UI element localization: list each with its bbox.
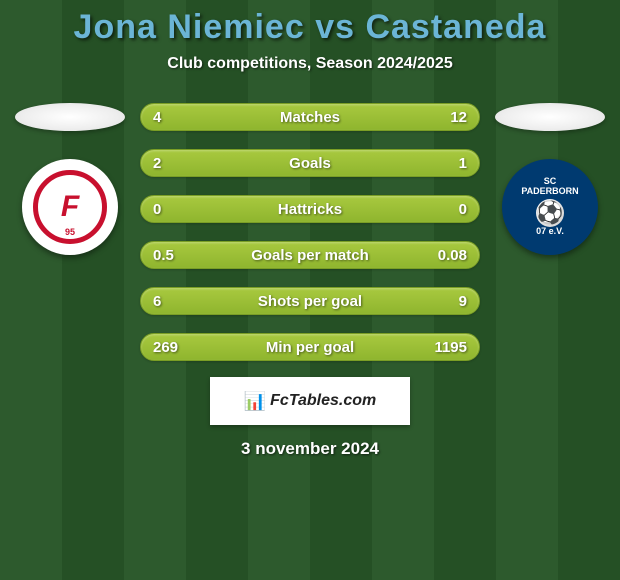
- stat-label: Min per goal: [141, 339, 479, 356]
- date-text: 3 november 2024: [0, 439, 620, 459]
- stat-bar: 0.5Goals per match0.08: [140, 241, 480, 269]
- player-left-avatar: [15, 103, 125, 131]
- stat-label: Goals: [141, 155, 479, 172]
- subtitle: Club competitions, Season 2024/2025: [0, 55, 620, 73]
- team-right-badge: SC PADERBORN 07 e.V.: [502, 159, 598, 255]
- stat-bar: 2Goals1: [140, 149, 480, 177]
- stats-bars: 4Matches12 2Goals1 0Hattricks0 0.5Goals per…: [140, 103, 480, 361]
- stat-label: Goals per match: [141, 247, 479, 264]
- comparison-area: F 95 4Matches12 2Goals1 0Hattricks0 0.5Goal…: [0, 103, 620, 361]
- badge-right-line3: 07 e.V.: [521, 227, 578, 237]
- soccer-ball-icon: [536, 199, 564, 227]
- stat-label: Hattricks: [141, 201, 479, 218]
- chart-icon: 📊: [244, 391, 266, 412]
- stat-label: Shots per goal: [141, 293, 479, 310]
- right-side: SC PADERBORN 07 e.V.: [490, 103, 610, 255]
- source-box: 📊 FcTables.com: [210, 377, 410, 425]
- source-text: FcTables.com: [270, 392, 376, 410]
- badge-right-line2: PADERBORN: [521, 187, 578, 197]
- player-right-avatar: [495, 103, 605, 131]
- badge-left-letter: F: [61, 190, 79, 224]
- left-side: F 95: [10, 103, 130, 255]
- stat-bar: 4Matches12: [140, 103, 480, 131]
- page-title: Jona Niemiec vs Castaneda: [0, 8, 620, 47]
- stat-bar: 0Hattricks0: [140, 195, 480, 223]
- stat-bar: 269Min per goal1195: [140, 333, 480, 361]
- stat-label: Matches: [141, 109, 479, 126]
- stat-bar: 6Shots per goal9: [140, 287, 480, 315]
- team-left-badge: F 95: [22, 159, 118, 255]
- badge-left-num: 95: [65, 227, 75, 237]
